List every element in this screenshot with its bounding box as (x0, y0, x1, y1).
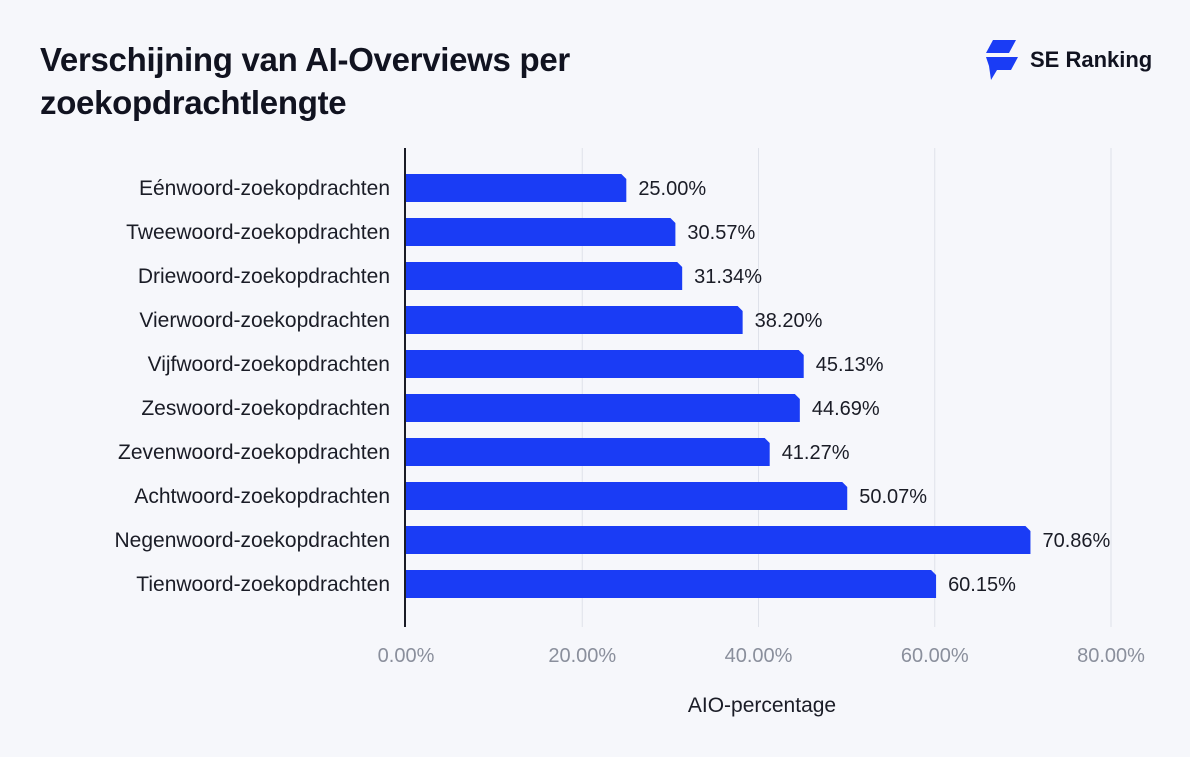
x-tick-labels: 0.00% 20.00% 40.00% 60.00% 80.00% (378, 645, 1145, 667)
data-label: 50.07% (859, 486, 927, 508)
bar (406, 350, 804, 378)
data-label: 41.27% (782, 442, 850, 464)
bar (406, 438, 770, 466)
bar (406, 174, 627, 202)
category-label: Vierwoord-zoekopdrachten (139, 309, 390, 332)
bar (406, 526, 1031, 554)
data-label: 25.00% (638, 178, 706, 200)
bar (406, 218, 676, 246)
category-label: Zevenwoord-zoekopdrachten (118, 441, 390, 464)
x-tick-label: 60.00% (901, 645, 969, 667)
bar (406, 262, 683, 290)
bar (406, 306, 743, 334)
bars (406, 174, 1031, 598)
category-label: Eénwoord-zoekopdrachten (139, 177, 390, 200)
data-label: 70.86% (1042, 530, 1110, 552)
data-label: 45.13% (816, 354, 884, 376)
data-label: 30.57% (687, 222, 755, 244)
data-label: 31.34% (694, 266, 762, 288)
x-tick-label: 20.00% (548, 645, 616, 667)
data-label: 60.15% (948, 574, 1016, 596)
brand-logo: SE Ranking (984, 40, 1152, 80)
bar (406, 482, 848, 510)
chart-title: Verschijning van AI-Overviews per zoekop… (40, 41, 570, 121)
x-axis-title: AIO-percentage (688, 694, 836, 717)
x-tick-label: 0.00% (378, 645, 435, 667)
value-labels: 25.00% 30.57% 31.34% 38.20% 45.13% 44.69% 41.2… (638, 178, 1110, 596)
category-label: Achtwoord-zoekopdrachten (134, 485, 390, 508)
x-tick-label: 40.00% (725, 645, 793, 667)
category-label: Tweewoord-zoekopdrachten (126, 221, 390, 244)
category-label: Negenwoord-zoekopdrachten (114, 529, 390, 552)
category-labels: Eénwoord-zoekopdrachten Tweewoord-zoekopd… (114, 177, 390, 596)
category-label: Tienwoord-zoekopdrachten (136, 573, 390, 596)
data-label: 44.69% (812, 398, 880, 420)
category-label: Vijfwoord-zoekopdrachten (148, 353, 390, 376)
bar (406, 394, 800, 422)
bar (406, 570, 937, 598)
x-tick-label: 80.00% (1077, 645, 1145, 667)
data-label: 38.20% (755, 310, 823, 332)
brand-name: SE Ranking (1030, 47, 1153, 72)
se-ranking-logo-icon (986, 40, 1018, 80)
category-label: Zeswoord-zoekopdrachten (141, 397, 390, 420)
category-label: Driewoord-zoekopdrachten (138, 265, 390, 288)
